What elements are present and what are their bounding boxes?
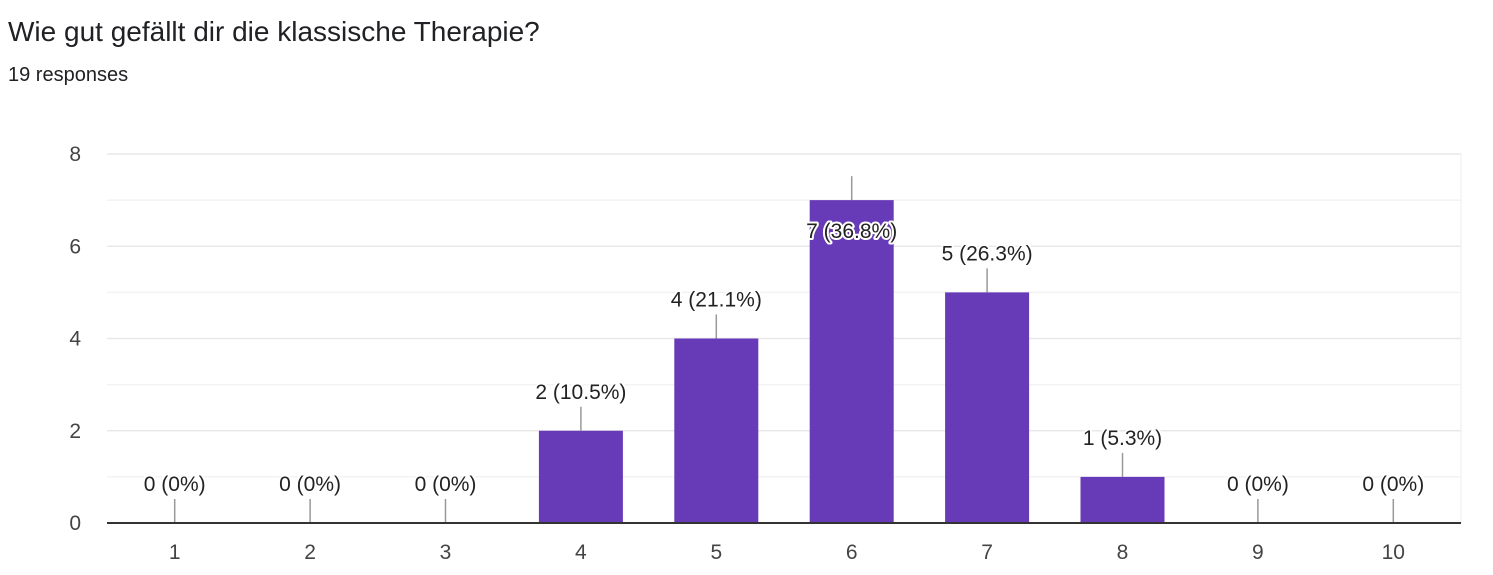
y-tick-label: 2 (69, 420, 81, 443)
data-label: 7 (36.8%) (806, 220, 897, 243)
data-label: 0 (0%) (1362, 473, 1424, 496)
x-tick-label: 1 (169, 541, 181, 564)
x-tick-label: 10 (1382, 541, 1405, 564)
response-count: 19 responses (8, 64, 129, 86)
data-label: 4 (21.1%) (671, 289, 762, 312)
x-tick-label: 2 (304, 541, 316, 564)
data-label: 0 (0%) (279, 473, 341, 496)
y-tick-label: 8 (69, 143, 81, 166)
x-tick-label: 8 (1117, 541, 1129, 564)
x-tick-label: 3 (440, 541, 452, 564)
bar-5 (674, 338, 759, 523)
data-label: 2 (10.5%) (535, 381, 626, 404)
bar-6 (809, 200, 894, 523)
data-label: 5 (26.3%) (942, 242, 1033, 265)
data-label: 0 (0%) (1227, 473, 1289, 496)
x-tick-label: 4 (575, 541, 587, 564)
chart-title: Wie gut gefällt dir die klassische Thera… (8, 16, 540, 47)
bar-4 (538, 430, 623, 523)
y-tick-label: 0 (69, 512, 81, 535)
data-label: 0 (0%) (144, 473, 206, 496)
data-label: 0 (0%) (415, 473, 477, 496)
data-label: 1 (5.3%) (1083, 427, 1162, 450)
x-tick-label: 6 (846, 541, 858, 564)
y-tick-label: 6 (69, 235, 81, 258)
x-tick-label: 5 (710, 541, 722, 564)
x-tick-label: 9 (1252, 541, 1264, 564)
x-tick-label: 7 (981, 541, 993, 564)
y-tick-label: 4 (69, 328, 81, 351)
bar-7 (945, 292, 1030, 523)
bar-8 (1080, 476, 1165, 523)
